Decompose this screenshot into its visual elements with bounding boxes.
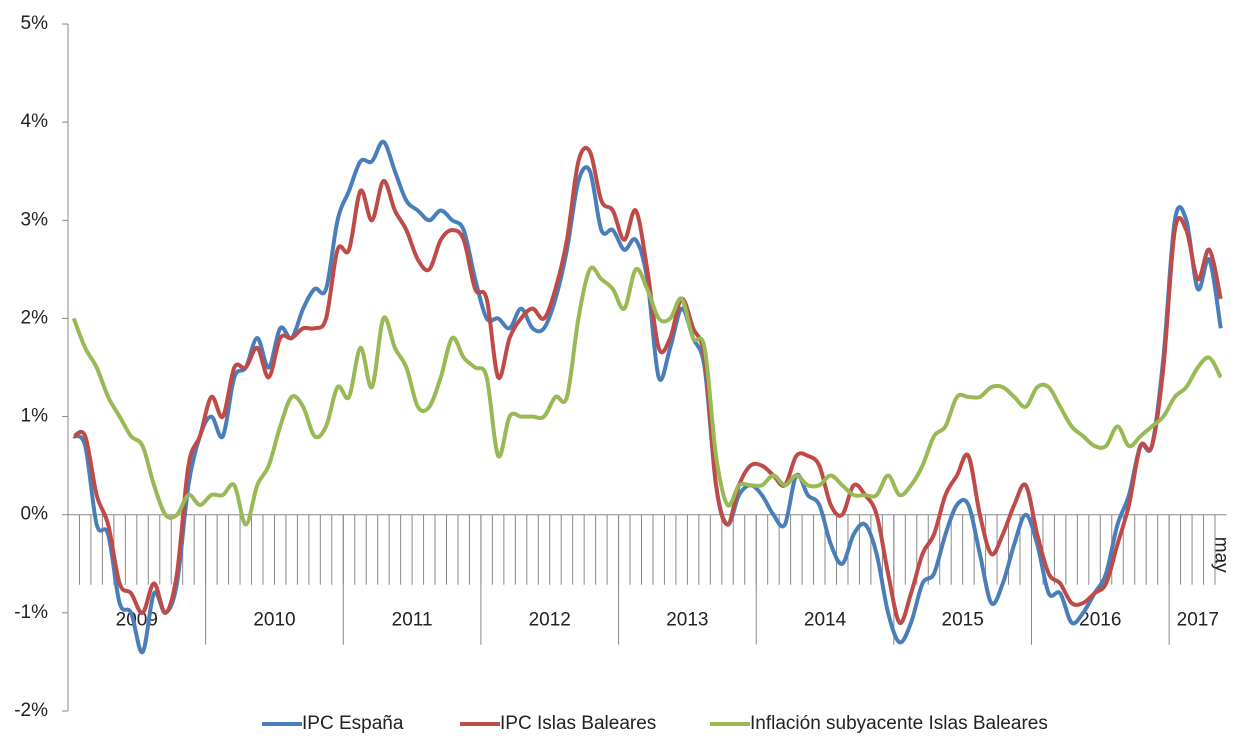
year-label: 2016	[1079, 610, 1121, 631]
year-label: 2012	[529, 610, 571, 631]
y-tick-label: -2%	[14, 700, 48, 721]
year-label: 2014	[804, 610, 847, 631]
y-tick-label: 1%	[21, 406, 49, 427]
year-label: 2010	[253, 610, 295, 631]
year-label: 2013	[666, 610, 708, 631]
y-tick-label: 5%	[21, 13, 49, 34]
legend-label: IPC España	[302, 713, 404, 734]
y-tick-label: 0%	[21, 504, 49, 525]
legend-label: Inflación subyacente Islas Baleares	[750, 713, 1048, 734]
year-label: 2017	[1177, 610, 1219, 631]
y-tick-label: 2%	[21, 307, 49, 328]
legend-label: IPC Islas Baleares	[500, 713, 656, 734]
year-label: 2015	[942, 610, 984, 631]
x-tick-label: may	[1211, 537, 1232, 573]
y-tick-label: 4%	[21, 111, 49, 132]
y-tick-label: 3%	[21, 209, 49, 230]
y-tick-label: -1%	[14, 602, 48, 623]
line-series	[72, 145, 1223, 625]
year-label: 2011	[392, 610, 433, 631]
line-series	[71, 265, 1223, 527]
